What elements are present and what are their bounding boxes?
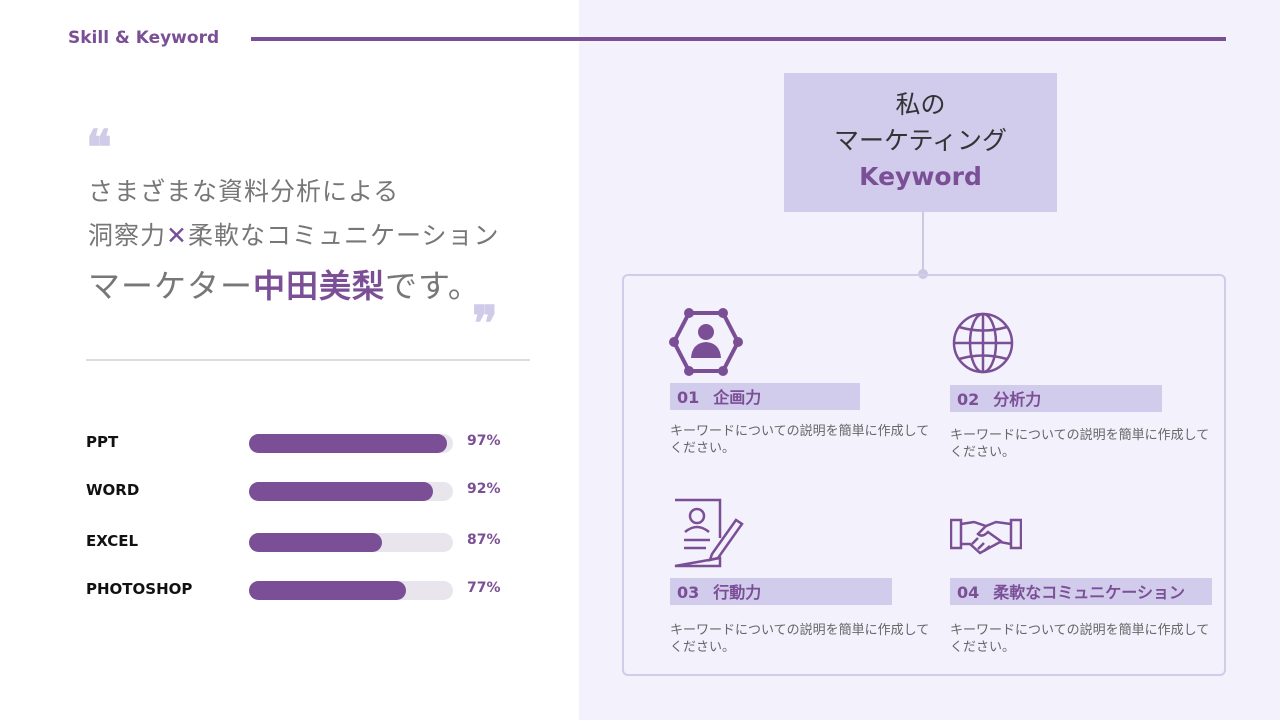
card-title: 02 分析力 (950, 385, 1162, 412)
keyword-line-1: 私の (895, 90, 946, 119)
card-number: 01 (677, 388, 700, 407)
keyword-line-3: Keyword (859, 162, 982, 191)
person-name: 中田美梨 (253, 267, 386, 305)
card-description: キーワードについての説明を簡単に作成してください。 (950, 623, 1210, 655)
skill-percent: 97% (467, 433, 501, 449)
handshake-icon (950, 518, 1022, 555)
card-title-text: 柔軟なコミュニケーション (993, 583, 1185, 602)
keyword-line-2: マーケティング (833, 126, 1007, 155)
skill-percent: 87% (467, 532, 501, 548)
card-title-text: 行動力 (713, 583, 762, 602)
keyword-box: 私の マーケティング Keyword (784, 73, 1057, 212)
skill-progress-fill (249, 434, 447, 453)
card-number: 03 (677, 583, 700, 602)
card-title: 03 行動力 (670, 578, 892, 605)
resume-pen-icon (674, 498, 744, 568)
skill-progress-track (249, 581, 453, 600)
intro-line-1: さまざまな資料分析による (88, 177, 400, 206)
cross-mark: ✕ (166, 221, 188, 250)
card-description: キーワードについての説明を簡単に作成してください。 (670, 623, 930, 655)
globe-icon (952, 312, 1014, 374)
skill-label: PPT (86, 433, 119, 451)
skill-row: WORD 92% (86, 481, 526, 501)
intro-role: マーケター (88, 267, 254, 305)
skill-progress-track (249, 482, 453, 501)
intro-line-3: マーケター中田美梨です。 (88, 258, 499, 314)
skill-label: EXCEL (86, 532, 139, 550)
intro-insight: 洞察力 (88, 221, 167, 250)
section-title: Skill & Keyword (68, 28, 220, 48)
skill-progress-fill (249, 533, 382, 552)
card-description: キーワードについての説明を簡単に作成してください。 (950, 428, 1210, 460)
skill-progress-fill (249, 482, 433, 501)
connector-line (922, 212, 924, 274)
skill-label: PHOTOSHOP (86, 580, 193, 598)
skill-progress-track (249, 533, 453, 552)
close-quote-icon: ❞ (472, 296, 498, 352)
intro-ending: です。 (385, 267, 481, 305)
skill-row: PHOTOSHOP 77% (86, 580, 526, 600)
card-number: 04 (957, 583, 980, 602)
businessman-network-icon (669, 308, 743, 376)
card-title-text: 企画力 (713, 388, 762, 407)
skill-progress-track (249, 434, 453, 453)
intro-line-2: 洞察力✕柔軟なコミュニケーション (88, 214, 499, 258)
card-title: 01 企画力 (670, 383, 860, 410)
intro-text: さまざまな資料分析による 洞察力✕柔軟なコミュニケーション マーケター中田美梨で… (88, 170, 499, 314)
card-title: 04 柔軟なコミュニケーション (950, 578, 1212, 605)
card-title-text: 分析力 (993, 390, 1042, 409)
header-rule (251, 37, 1226, 41)
skill-percent: 92% (467, 481, 501, 497)
skill-row: PPT 97% (86, 433, 526, 453)
intro-communication: 柔軟なコミュニケーション (187, 221, 500, 250)
card-description: キーワードについての説明を簡単に作成してください。 (670, 424, 930, 456)
keyword-panel (622, 274, 1226, 676)
card-number: 02 (957, 390, 980, 409)
skill-row: EXCEL 87% (86, 532, 526, 552)
skill-percent: 77% (467, 580, 501, 596)
divider (86, 359, 530, 361)
open-quote-icon: ❝ (86, 120, 112, 176)
skill-progress-fill (249, 581, 407, 600)
skill-label: WORD (86, 481, 140, 499)
